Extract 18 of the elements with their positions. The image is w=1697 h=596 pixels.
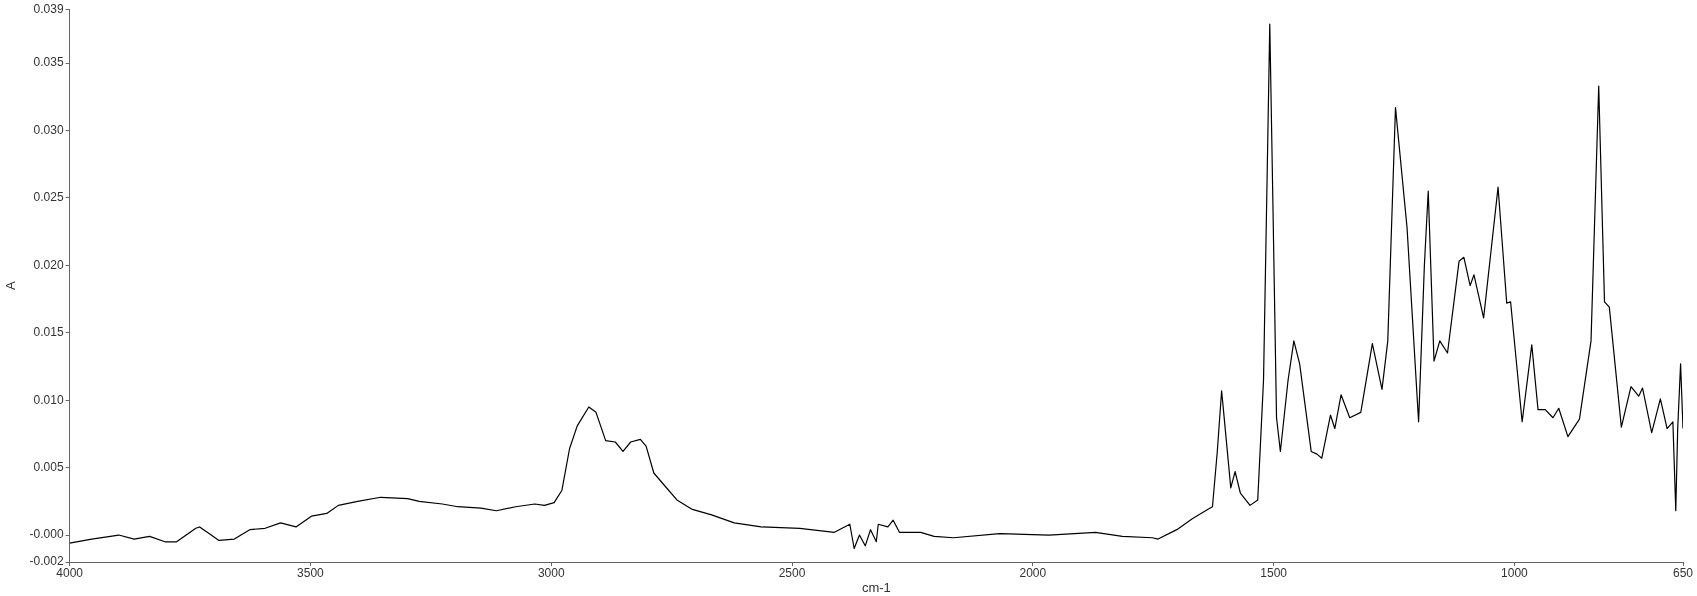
y-tick-label: 0.020	[33, 257, 64, 272]
y-tick-label: 0.005	[33, 459, 64, 474]
y-tick-label: 0.030	[33, 122, 64, 137]
y-tick-label: 0.015	[33, 325, 64, 340]
x-tick-label: 3500	[297, 565, 325, 580]
y-tick-label: 0.025	[33, 190, 64, 205]
x-tick-label: 2000	[1019, 565, 1047, 580]
y-tick-label: 0.035	[33, 55, 64, 70]
y-tick-label: 0.039	[33, 1, 64, 16]
x-tick-label: 3000	[537, 565, 565, 580]
x-axis-title: cm-1	[861, 579, 891, 595]
y-tick-label: -0.000	[29, 527, 64, 542]
x-tick-label: 1000	[1501, 565, 1529, 580]
x-tick-label: 2500	[778, 565, 806, 580]
x-tick-label: 1500	[1260, 565, 1288, 580]
y-axis-title: A	[3, 280, 19, 290]
y-tick-label: 0.010	[33, 392, 64, 407]
x-tick-label: 650	[1672, 565, 1694, 580]
